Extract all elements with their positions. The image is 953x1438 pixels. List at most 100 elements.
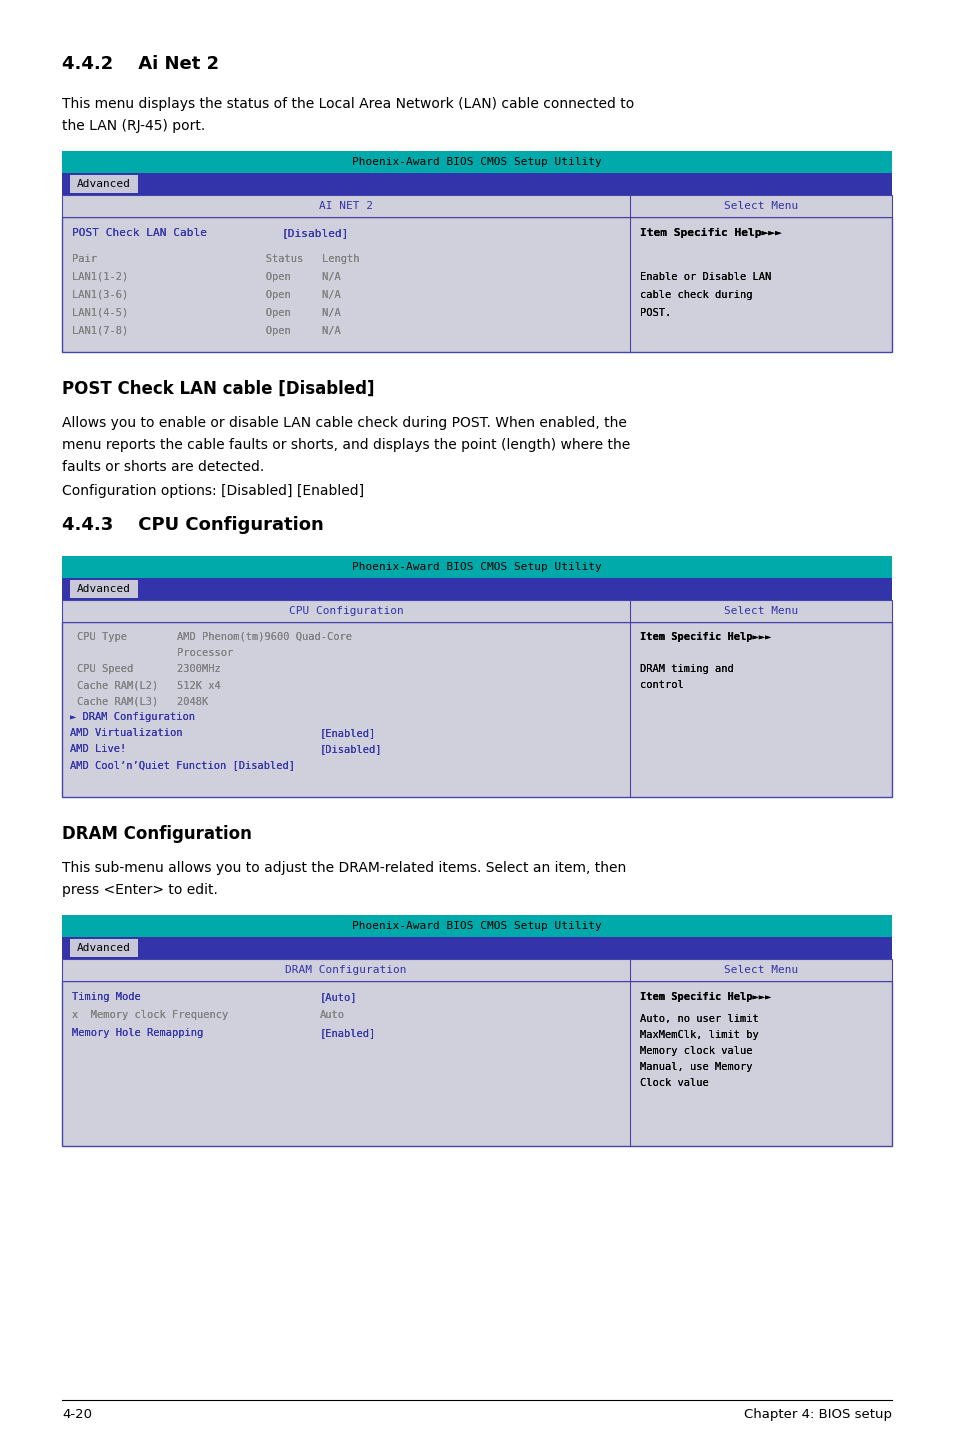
- Text: LAN1(7-8)                      Open     N/A: LAN1(7-8) Open N/A: [71, 326, 340, 336]
- Text: Auto: Auto: [319, 1009, 345, 1020]
- Text: [Enabled]: [Enabled]: [319, 728, 375, 738]
- Text: LAN1(7-8)                      Open     N/A: LAN1(7-8) Open N/A: [71, 326, 340, 336]
- Text: Pair                           Status   Length: Pair Status Length: [71, 255, 359, 265]
- Text: LAN1(3-6)                      Open     N/A: LAN1(3-6) Open N/A: [71, 290, 340, 301]
- Text: AMD Virtualization: AMD Virtualization: [70, 728, 182, 738]
- Text: press <Enter> to edit.: press <Enter> to edit.: [62, 883, 217, 897]
- Text: POST.: POST.: [639, 308, 671, 318]
- Text: AMD Live!: AMD Live!: [70, 743, 126, 754]
- Text: [Disabled]: [Disabled]: [319, 743, 382, 754]
- Bar: [62, 623, 891, 797]
- Text: Cache RAM(L2)   512K x4: Cache RAM(L2) 512K x4: [77, 680, 220, 690]
- Bar: [62, 151, 891, 173]
- Text: Memory clock value: Memory clock value: [639, 1045, 752, 1055]
- Text: Advanced: Advanced: [77, 943, 131, 953]
- Text: Item Specific Help►►►: Item Specific Help►►►: [639, 992, 770, 1002]
- Text: LAN1(1-2)                      Open     N/A: LAN1(1-2) Open N/A: [71, 272, 340, 282]
- Text: MaxMemClk, limit by: MaxMemClk, limit by: [639, 1030, 758, 1040]
- Text: Auto: Auto: [319, 1009, 345, 1020]
- Text: Cache RAM(L2)   512K x4: Cache RAM(L2) 512K x4: [77, 680, 220, 690]
- Bar: [70, 580, 138, 598]
- Text: Item Specific Help►►►: Item Specific Help►►►: [639, 992, 770, 1002]
- Text: This menu displays the status of the Local Area Network (LAN) cable connected to: This menu displays the status of the Loc…: [62, 96, 634, 111]
- Text: Pair                           Status   Length: Pair Status Length: [71, 255, 359, 265]
- Bar: [62, 959, 891, 981]
- Text: [Enabled]: [Enabled]: [319, 1028, 375, 1038]
- Bar: [62, 938, 891, 959]
- Text: Select Menu: Select Menu: [723, 965, 798, 975]
- Text: [Auto]: [Auto]: [319, 992, 357, 1002]
- Text: ► DRAM Configuration: ► DRAM Configuration: [70, 712, 194, 722]
- Text: Timing Mode: Timing Mode: [71, 992, 141, 1002]
- Text: Item Specific Help►►►: Item Specific Help►►►: [639, 229, 781, 239]
- Text: control: control: [639, 680, 683, 690]
- Text: LAN1(1-2)                      Open     N/A: LAN1(1-2) Open N/A: [71, 272, 340, 282]
- Text: DRAM Configuration: DRAM Configuration: [285, 965, 406, 975]
- Text: 4.4.3    CPU Configuration: 4.4.3 CPU Configuration: [62, 516, 323, 533]
- Text: faults or shorts are detected.: faults or shorts are detected.: [62, 460, 264, 475]
- Text: POST Check LAN cable [Disabled]: POST Check LAN cable [Disabled]: [62, 380, 375, 398]
- Text: AMD Cool’n’Quiet Function [Disabled]: AMD Cool’n’Quiet Function [Disabled]: [70, 761, 294, 769]
- Text: AMD Virtualization: AMD Virtualization: [70, 728, 182, 738]
- Text: LAN1(4-5)                      Open     N/A: LAN1(4-5) Open N/A: [71, 308, 340, 318]
- Text: Memory Hole Remapping: Memory Hole Remapping: [71, 1028, 203, 1038]
- Text: [Enabled]: [Enabled]: [319, 1028, 375, 1038]
- Text: cable check during: cable check during: [639, 290, 752, 301]
- Bar: [62, 915, 891, 938]
- Text: x  Memory clock Frequency: x Memory clock Frequency: [71, 1009, 228, 1020]
- Text: Chapter 4: BIOS setup: Chapter 4: BIOS setup: [743, 1408, 891, 1421]
- Text: Clock value: Clock value: [639, 1078, 708, 1089]
- Text: DRAM timing and: DRAM timing and: [639, 664, 733, 674]
- Bar: [62, 196, 891, 217]
- Text: [Disabled]: [Disabled]: [282, 229, 349, 239]
- Text: POST Check LAN Cable: POST Check LAN Cable: [71, 229, 207, 239]
- Bar: [62, 600, 891, 623]
- Text: Advanced: Advanced: [77, 178, 131, 188]
- Text: ► DRAM Configuration: ► DRAM Configuration: [70, 712, 194, 722]
- Text: Phoenix-Award BIOS CMOS Setup Utility: Phoenix-Award BIOS CMOS Setup Utility: [352, 157, 601, 167]
- Bar: [62, 981, 891, 1146]
- Text: Item Specific Help►►►: Item Specific Help►►►: [639, 631, 770, 641]
- Text: [Auto]: [Auto]: [319, 992, 357, 1002]
- Text: Memory clock value: Memory clock value: [639, 1045, 752, 1055]
- Text: Phoenix-Award BIOS CMOS Setup Utility: Phoenix-Award BIOS CMOS Setup Utility: [352, 562, 601, 572]
- Text: Select Menu: Select Menu: [723, 605, 798, 615]
- Text: CPU Speed       2300MHz: CPU Speed 2300MHz: [77, 664, 220, 674]
- Text: Cache RAM(L3)   2048K: Cache RAM(L3) 2048K: [77, 696, 208, 706]
- Text: AI NET 2: AI NET 2: [318, 201, 373, 211]
- Bar: [62, 557, 891, 578]
- Text: [Enabled]: [Enabled]: [319, 728, 375, 738]
- Text: the LAN (RJ-45) port.: the LAN (RJ-45) port.: [62, 119, 205, 132]
- Text: x  Memory clock Frequency: x Memory clock Frequency: [71, 1009, 228, 1020]
- Bar: [62, 173, 891, 196]
- Text: Manual, use Memory: Manual, use Memory: [639, 1063, 752, 1071]
- Text: LAN1(4-5)                      Open     N/A: LAN1(4-5) Open N/A: [71, 308, 340, 318]
- Bar: [62, 578, 891, 600]
- Text: CPU Type        AMD Phenom(tm)9600 Quad-Core: CPU Type AMD Phenom(tm)9600 Quad-Core: [77, 631, 352, 641]
- Text: Memory Hole Remapping: Memory Hole Remapping: [71, 1028, 203, 1038]
- Text: Select Menu: Select Menu: [723, 201, 798, 211]
- Text: Enable or Disable LAN: Enable or Disable LAN: [639, 272, 770, 282]
- Text: cable check during: cable check during: [639, 290, 752, 301]
- Text: menu reports the cable faults or shorts, and displays the point (length) where t: menu reports the cable faults or shorts,…: [62, 439, 630, 452]
- Text: Configuration options: [Disabled] [Enabled]: Configuration options: [Disabled] [Enabl…: [62, 485, 364, 498]
- Text: Manual, use Memory: Manual, use Memory: [639, 1063, 752, 1071]
- Text: [Disabled]: [Disabled]: [282, 229, 349, 239]
- Bar: [62, 217, 891, 352]
- Text: Item Specific Help►►►: Item Specific Help►►►: [639, 631, 770, 641]
- Text: Allows you to enable or disable LAN cable check during POST. When enabled, the: Allows you to enable or disable LAN cabl…: [62, 416, 626, 430]
- Text: Timing Mode: Timing Mode: [71, 992, 141, 1002]
- Text: Auto, no user limit: Auto, no user limit: [639, 1014, 758, 1024]
- Text: POST Check LAN Cable: POST Check LAN Cable: [71, 229, 207, 239]
- Bar: [70, 175, 138, 193]
- Text: AMD Cool’n’Quiet Function [Disabled]: AMD Cool’n’Quiet Function [Disabled]: [70, 761, 294, 769]
- Text: CPU Speed       2300MHz: CPU Speed 2300MHz: [77, 664, 220, 674]
- Text: DRAM timing and: DRAM timing and: [639, 664, 733, 674]
- Text: 4-20: 4-20: [62, 1408, 91, 1421]
- Bar: [70, 939, 138, 958]
- Text: CPU Type        AMD Phenom(tm)9600 Quad-Core: CPU Type AMD Phenom(tm)9600 Quad-Core: [77, 631, 352, 641]
- Text: Clock value: Clock value: [639, 1078, 708, 1089]
- Text: Processor: Processor: [77, 649, 233, 659]
- Text: Cache RAM(L3)   2048K: Cache RAM(L3) 2048K: [77, 696, 208, 706]
- Text: 4.4.2    Ai Net 2: 4.4.2 Ai Net 2: [62, 55, 219, 73]
